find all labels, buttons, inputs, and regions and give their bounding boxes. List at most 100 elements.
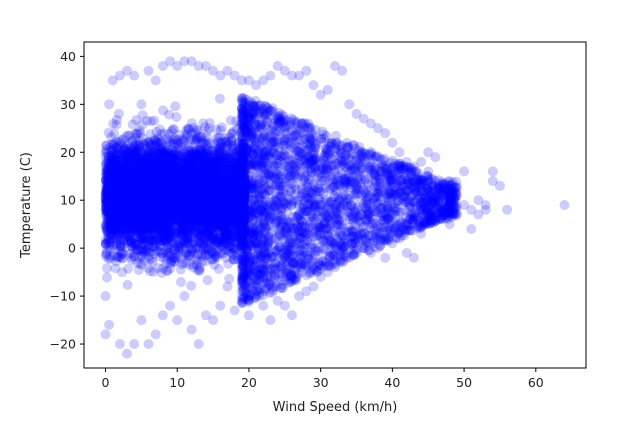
data-point <box>168 124 179 135</box>
data-point <box>111 119 122 130</box>
data-point <box>108 181 119 192</box>
data-point <box>162 148 173 159</box>
data-point <box>190 164 200 174</box>
data-point <box>157 187 168 197</box>
data-point <box>210 185 220 196</box>
data-point <box>194 181 205 191</box>
data-point <box>225 229 235 240</box>
data-point <box>102 215 113 226</box>
data-point <box>202 222 213 233</box>
data-point <box>162 217 173 228</box>
data-point <box>213 154 224 165</box>
data-point <box>131 177 142 188</box>
data-point <box>150 180 161 191</box>
data-point <box>161 224 172 234</box>
data-point <box>156 162 167 173</box>
data-point <box>204 123 215 134</box>
data-point <box>165 152 176 163</box>
data-point <box>104 199 115 210</box>
data-point <box>124 130 135 141</box>
data-point <box>142 189 153 200</box>
data-point <box>231 220 242 231</box>
data-point <box>216 196 227 207</box>
data-point <box>218 210 229 221</box>
data-point <box>175 167 186 178</box>
data-point <box>105 185 115 196</box>
data-point <box>133 164 144 175</box>
data-point <box>219 150 229 161</box>
data-point <box>197 203 208 214</box>
data-point <box>235 183 246 194</box>
data-point <box>146 216 157 227</box>
data-point <box>173 213 184 223</box>
data-point <box>107 182 118 193</box>
data-point <box>189 208 199 219</box>
data-point <box>162 167 173 178</box>
data-point <box>219 209 230 220</box>
data-point <box>197 147 208 158</box>
data-point <box>222 233 233 244</box>
data-point <box>230 160 241 171</box>
data-point <box>140 224 151 235</box>
data-point <box>156 235 167 246</box>
data-point <box>156 248 167 259</box>
data-point <box>188 161 199 172</box>
data-point <box>235 173 246 184</box>
data-point <box>206 207 217 217</box>
data-point <box>231 183 242 194</box>
data-point <box>231 238 242 249</box>
data-point <box>237 192 248 203</box>
data-point <box>143 137 154 148</box>
data-point <box>117 188 128 199</box>
data-point <box>101 206 112 217</box>
data-point <box>155 224 166 235</box>
data-point <box>210 240 221 251</box>
data-point <box>105 253 116 264</box>
data-point <box>180 249 191 260</box>
data-point <box>204 174 215 185</box>
data-point <box>188 214 199 225</box>
data-point <box>216 210 227 221</box>
data-point <box>228 157 239 168</box>
data-point <box>163 167 174 178</box>
data-point <box>166 144 177 155</box>
data-point <box>159 184 170 195</box>
data-point <box>210 172 221 183</box>
data-point <box>235 209 246 219</box>
data-point <box>109 173 120 184</box>
data-point <box>128 202 139 213</box>
data-point <box>149 153 160 163</box>
data-point <box>150 162 161 173</box>
data-point <box>171 190 181 201</box>
data-point <box>132 211 143 222</box>
data-point <box>123 174 133 185</box>
data-point <box>205 210 215 221</box>
data-point <box>186 280 197 291</box>
data-point <box>207 184 218 195</box>
data-point <box>151 208 162 219</box>
data-point <box>194 203 205 214</box>
data-point <box>215 186 225 197</box>
data-point <box>124 160 135 171</box>
data-point <box>168 185 179 195</box>
data-point <box>231 213 241 224</box>
data-point <box>206 201 217 212</box>
data-point <box>227 198 238 209</box>
data-point <box>198 173 209 184</box>
data-point <box>220 180 231 191</box>
data-point <box>129 162 140 173</box>
data-point <box>230 187 240 198</box>
data-point <box>231 190 242 201</box>
data-point <box>215 196 226 207</box>
data-point <box>239 177 250 187</box>
data-point <box>237 193 247 204</box>
data-point <box>221 159 231 170</box>
data-point <box>231 203 242 214</box>
data-point <box>208 198 219 209</box>
data-point <box>116 248 127 259</box>
data-point <box>101 192 112 203</box>
data-point <box>217 188 228 199</box>
data-point <box>221 173 232 184</box>
data-points <box>100 56 570 359</box>
data-point <box>152 218 163 229</box>
